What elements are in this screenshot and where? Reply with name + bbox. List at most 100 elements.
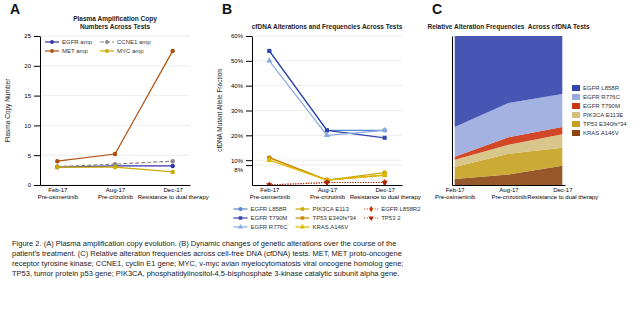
- y-tick-label: 50%: [231, 58, 244, 64]
- text-line: Pre-osimertinib: [435, 194, 476, 200]
- grid-line: [252, 110, 402, 111]
- text-line: Resistance to dual therapy: [527, 194, 598, 200]
- legend-item: KRAS A146V: [295, 224, 348, 230]
- legend-label: MYC amp: [117, 48, 144, 54]
- text-line: Aug-17: [318, 187, 338, 193]
- legend-item: EGFR L858R: [233, 206, 287, 212]
- legend-item: TP53 E340fs*34: [572, 121, 627, 127]
- y-axis-title: cfDNA Mutant Allele Fraction: [216, 69, 223, 152]
- legend-label: PIK3CA E113: [312, 206, 349, 212]
- y-tick-label: 20%: [231, 133, 244, 139]
- y-axis-line: [252, 37, 253, 186]
- x-tick: Feb-17Pre-osimertinib: [435, 185, 476, 200]
- plot-marks: [266, 49, 387, 185]
- legend-label: EGFR T790M: [583, 103, 620, 109]
- y-tick-mark: [34, 36, 40, 37]
- x-tick: Dec-17Resistance to dual therapy: [138, 185, 209, 200]
- legend-label: EGFR T790M: [250, 215, 287, 221]
- y-tick-label: 10%: [231, 158, 244, 164]
- y-tick-mark: [246, 61, 252, 62]
- point: [170, 164, 175, 169]
- text-line: cfDNA Alterations and Frequencies Across…: [252, 23, 403, 31]
- grid-line: [40, 185, 190, 186]
- grid-line: [252, 165, 402, 166]
- x-tick-label: Feb-17Pre-osimertinib: [435, 187, 476, 200]
- y-tick: 8%: [234, 166, 252, 173]
- grid-line: [252, 36, 402, 37]
- y-axis-line: [40, 37, 41, 186]
- legend-item: EGFR L858R: [572, 85, 620, 91]
- point: [266, 57, 272, 62]
- legend-item: MET amp: [45, 48, 89, 54]
- text-line: Feb-17: [48, 187, 68, 193]
- legend-marker: [239, 216, 242, 219]
- point: [325, 179, 329, 185]
- y-tick: 20: [24, 63, 40, 69]
- text-line: Feb-17: [446, 187, 466, 193]
- legend-item: TP53 2: [364, 215, 401, 221]
- y-axis-line: [452, 37, 453, 186]
- x-axis: Feb-17Pre-osimertinib Aug-17Pre-crizotini…: [435, 185, 598, 200]
- title: Relative Alteration Frequencies Across c…: [427, 23, 589, 31]
- text-line: Resistance to dual therapy: [350, 194, 421, 200]
- point: [324, 132, 330, 137]
- legend-marker: [105, 40, 109, 44]
- legend-marker: [369, 206, 373, 212]
- point: [383, 136, 387, 140]
- panel-label: C: [432, 1, 442, 17]
- legend-item: TP53 E340fs*34: [295, 215, 356, 221]
- legend-label: EGFR L858R2: [381, 206, 421, 212]
- legend-label: TP53 E340fs*34: [583, 121, 627, 127]
- text-line: Pre-osimertinib: [250, 194, 291, 200]
- y-tick-label: 30%: [231, 108, 244, 114]
- y-tick-mark: [34, 66, 40, 67]
- y-tick: 10%: [231, 158, 252, 164]
- x-tick: Dec-17Resistance to dual therapy: [527, 185, 598, 200]
- text-line: Numbers Across Tests: [80, 23, 150, 30]
- y-axis: 0510152025: [24, 33, 40, 188]
- grid-line: [40, 95, 190, 96]
- point: [324, 181, 330, 185]
- point: [266, 157, 272, 162]
- text-line: Plasma Amplification Copy: [73, 15, 157, 23]
- x-tick-label: Aug-17Pre-crizotinib: [491, 187, 527, 200]
- y-tick-label: 60%: [231, 33, 244, 39]
- title: cfDNA Alterations and Frequencies Across…: [252, 23, 403, 31]
- legend-label: PIK3CA E113E: [583, 112, 623, 118]
- y-tick: 40%: [231, 83, 252, 89]
- y-tick-mark: [246, 111, 252, 112]
- text-line: Pre-crizotinib: [310, 194, 346, 200]
- point: [266, 183, 272, 185]
- legend-item: MYC amp: [100, 48, 144, 54]
- legend-label: EGFR L858R: [250, 206, 287, 212]
- x-axis: Feb-17Pre-osimertinib Aug-17Pre-crizotini…: [250, 185, 421, 200]
- panel-label: B: [222, 1, 232, 17]
- point: [325, 128, 329, 132]
- legend-marker: [369, 216, 374, 221]
- text-line: patient’s treatment. (C) Relative altera…: [12, 249, 402, 258]
- grid: [40, 36, 190, 185]
- panel: Feb-17Pre-osimertinib Aug-17Pre-crizotini…: [427, 1, 627, 200]
- y-tick-label: 8%: [234, 167, 243, 173]
- point: [170, 49, 175, 54]
- legend-label: TP53 2: [381, 215, 401, 221]
- x-tick-label: Feb-17Pre-osimertinib: [250, 187, 291, 200]
- plot-marks: [455, 36, 563, 185]
- y-tick-mark: [246, 36, 252, 37]
- caption: Figure 2. (A) Plasma amplification copy …: [12, 239, 403, 278]
- y-tick-mark: [34, 185, 40, 186]
- legend-item: PIK3CA E113E: [572, 112, 623, 118]
- grid: [252, 36, 402, 165]
- y-tick-mark: [246, 135, 252, 136]
- y-tick-mark: [34, 155, 40, 156]
- text-line: Pre-crizotinib: [98, 194, 134, 200]
- point: [382, 172, 388, 177]
- legend-marker: [50, 49, 54, 53]
- x-tick: Dec-17Resistance to dual therapy: [350, 185, 421, 200]
- point: [382, 181, 388, 185]
- legend: EGFR L858REGFR T790MEGFR R776CPIK3CA E11…: [233, 206, 421, 230]
- legend-label: MET amp: [62, 48, 89, 54]
- legend-swatch: [572, 85, 580, 91]
- legend-marker: [239, 207, 243, 211]
- x-tick: Feb-17Pre-osimertinib: [250, 185, 291, 200]
